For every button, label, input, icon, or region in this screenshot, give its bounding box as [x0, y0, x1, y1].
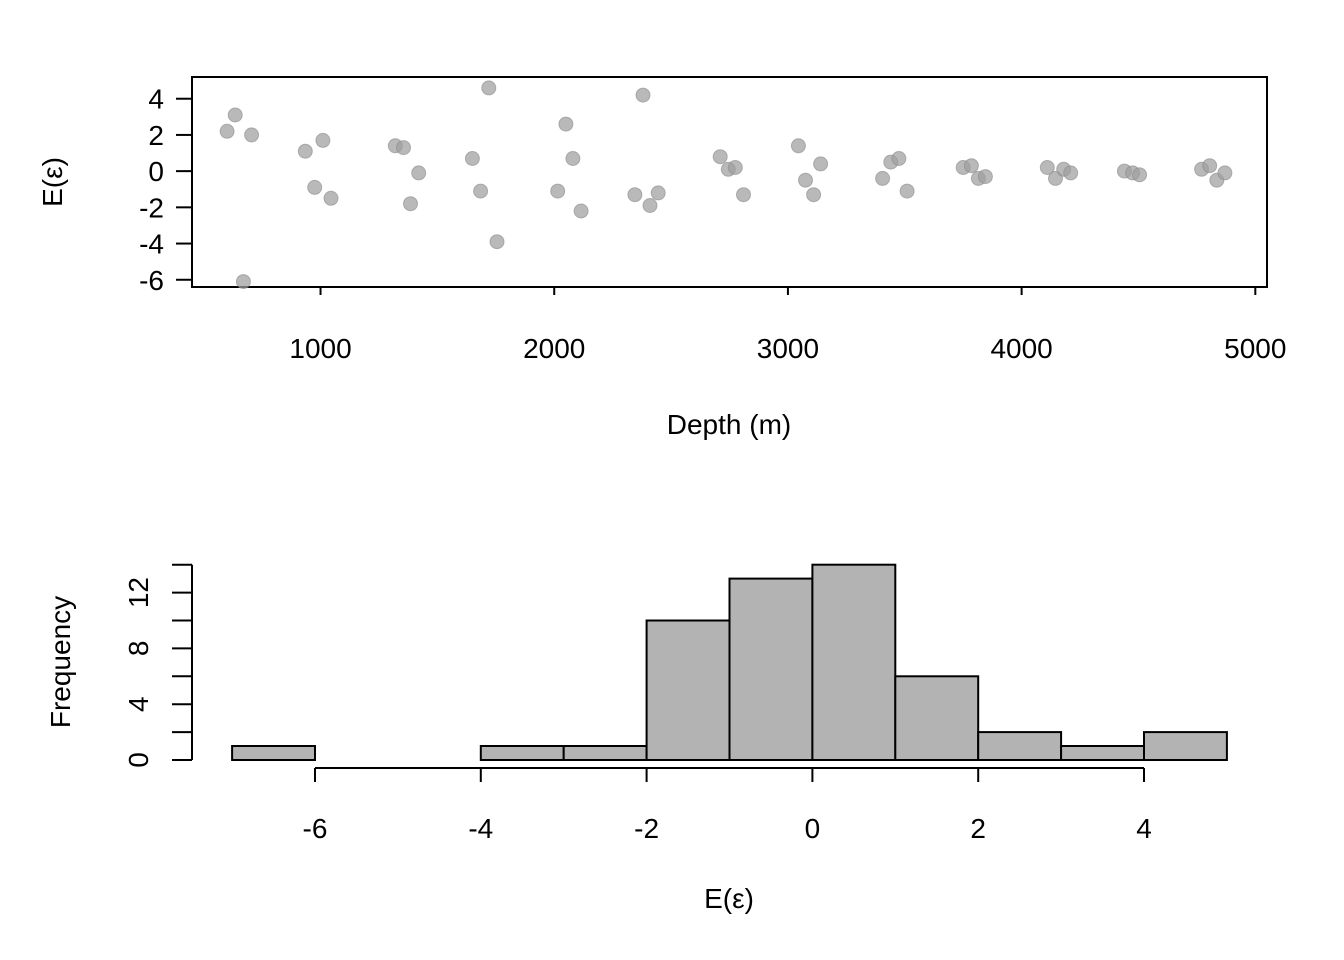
scatter-point [635, 87, 651, 103]
histogram-x-tick-label: 0 [805, 813, 821, 844]
histogram-x-tick-label: 2 [970, 813, 986, 844]
scatter-point [489, 234, 505, 250]
scatter-panel: 1000 2000 3000 4000 5000 -6 -4 -2 0 2 4 Depth (m)… [37, 76, 1286, 440]
scatter-point [798, 172, 813, 188]
scatter-point [550, 183, 566, 199]
scatter-point [315, 132, 331, 148]
scatter-point [736, 187, 751, 203]
scatter-x-tick-label: 4000 [990, 333, 1052, 364]
scatter-point [411, 165, 427, 181]
scatter-x-tick-label: 2000 [523, 333, 585, 364]
scatter-point [323, 190, 339, 206]
histogram-y-tick-label: 4 [123, 696, 154, 712]
histogram-panel: -6 -4 -2 0 2 4 0 4 8 12 E(ε) Frequency [45, 563, 1228, 914]
scatter-point [627, 187, 643, 203]
scatter-plot-frame [191, 76, 1268, 288]
scatter-y-tick-label: -2 [139, 192, 164, 223]
histogram-y-axis: 0 4 8 12 [123, 563, 193, 768]
histogram-bar [1060, 745, 1145, 761]
scatter-point [875, 170, 891, 186]
scatter-x-tick-label: 3000 [757, 333, 819, 364]
scatter-point [307, 179, 323, 195]
scatter-point [473, 183, 489, 199]
histogram-bars [231, 563, 1228, 762]
scatter-point [1063, 165, 1079, 181]
histogram-bar [645, 619, 731, 761]
scatter-y-tick-label: -4 [139, 229, 164, 260]
scatter-point [481, 80, 497, 96]
scatter-point [297, 143, 313, 159]
scatter-point [464, 151, 480, 166]
histogram-bar [811, 563, 897, 762]
scatter-point [235, 274, 251, 290]
histogram-bar [894, 675, 980, 761]
histogram-bar [977, 731, 1063, 761]
histogram-x-axis-title: E(ε) [704, 883, 754, 914]
scatter-point [1217, 165, 1233, 181]
histogram-x-tick-label: -2 [634, 813, 659, 844]
scatter-y-axis-title: E(ε) [37, 157, 68, 207]
histogram-x-tick-label: 4 [1136, 813, 1152, 844]
scatter-point [1132, 167, 1148, 183]
scatter-point [1039, 160, 1055, 175]
scatter-x-axis-title: Depth (m) [667, 409, 791, 440]
scatter-point [219, 123, 235, 139]
scatter-point [650, 185, 666, 201]
histogram-y-tick-label: 8 [123, 641, 154, 657]
scatter-point [899, 183, 915, 199]
scatter-x-tick-label: 5000 [1224, 333, 1286, 364]
scatter-y-tick-label: -6 [139, 265, 164, 296]
scatter-y-axis: -6 -4 -2 0 2 4 [139, 84, 192, 296]
scatter-point [790, 138, 806, 154]
scatter-point [977, 169, 993, 185]
histogram-y-tick-label: 0 [123, 752, 154, 768]
histogram-y-axis-title: Frequency [45, 596, 76, 728]
scatter-point [712, 149, 728, 165]
scatter-y-tick-label: 2 [148, 120, 164, 151]
scatter-point [1202, 158, 1218, 174]
scatter-point [891, 151, 907, 166]
histogram-x-axis: -6 -4 -2 0 2 4 [303, 767, 1152, 844]
scatter-point [403, 196, 418, 212]
scatter-x-tick-label: 1000 [289, 333, 351, 364]
histogram-x-tick-label: -6 [303, 813, 328, 844]
scatter-point [963, 158, 979, 174]
histogram-bar [479, 745, 565, 761]
scatter-point [558, 116, 574, 132]
scatter-point [396, 140, 411, 156]
scatter-y-tick-label: 4 [148, 84, 164, 115]
histogram-bar [562, 745, 648, 761]
histogram-bar [1143, 731, 1228, 761]
histogram-x-tick-label: -4 [468, 813, 493, 844]
scatter-x-axis: 1000 2000 3000 4000 5000 [289, 287, 1286, 364]
scatter-point [806, 187, 822, 203]
scatter-point [565, 151, 581, 166]
scatter-point [573, 203, 589, 219]
histogram-bar [231, 745, 317, 761]
histogram-bar [728, 577, 814, 761]
scatter-point [813, 156, 829, 172]
scatter-point [642, 198, 658, 213]
scatter-point [727, 160, 743, 175]
scatter-point [227, 107, 243, 123]
histogram-y-tick-label: 12 [123, 577, 154, 608]
scatter-y-tick-label: 0 [148, 156, 164, 187]
scatter-points [219, 80, 1233, 290]
scatter-point [244, 127, 260, 143]
